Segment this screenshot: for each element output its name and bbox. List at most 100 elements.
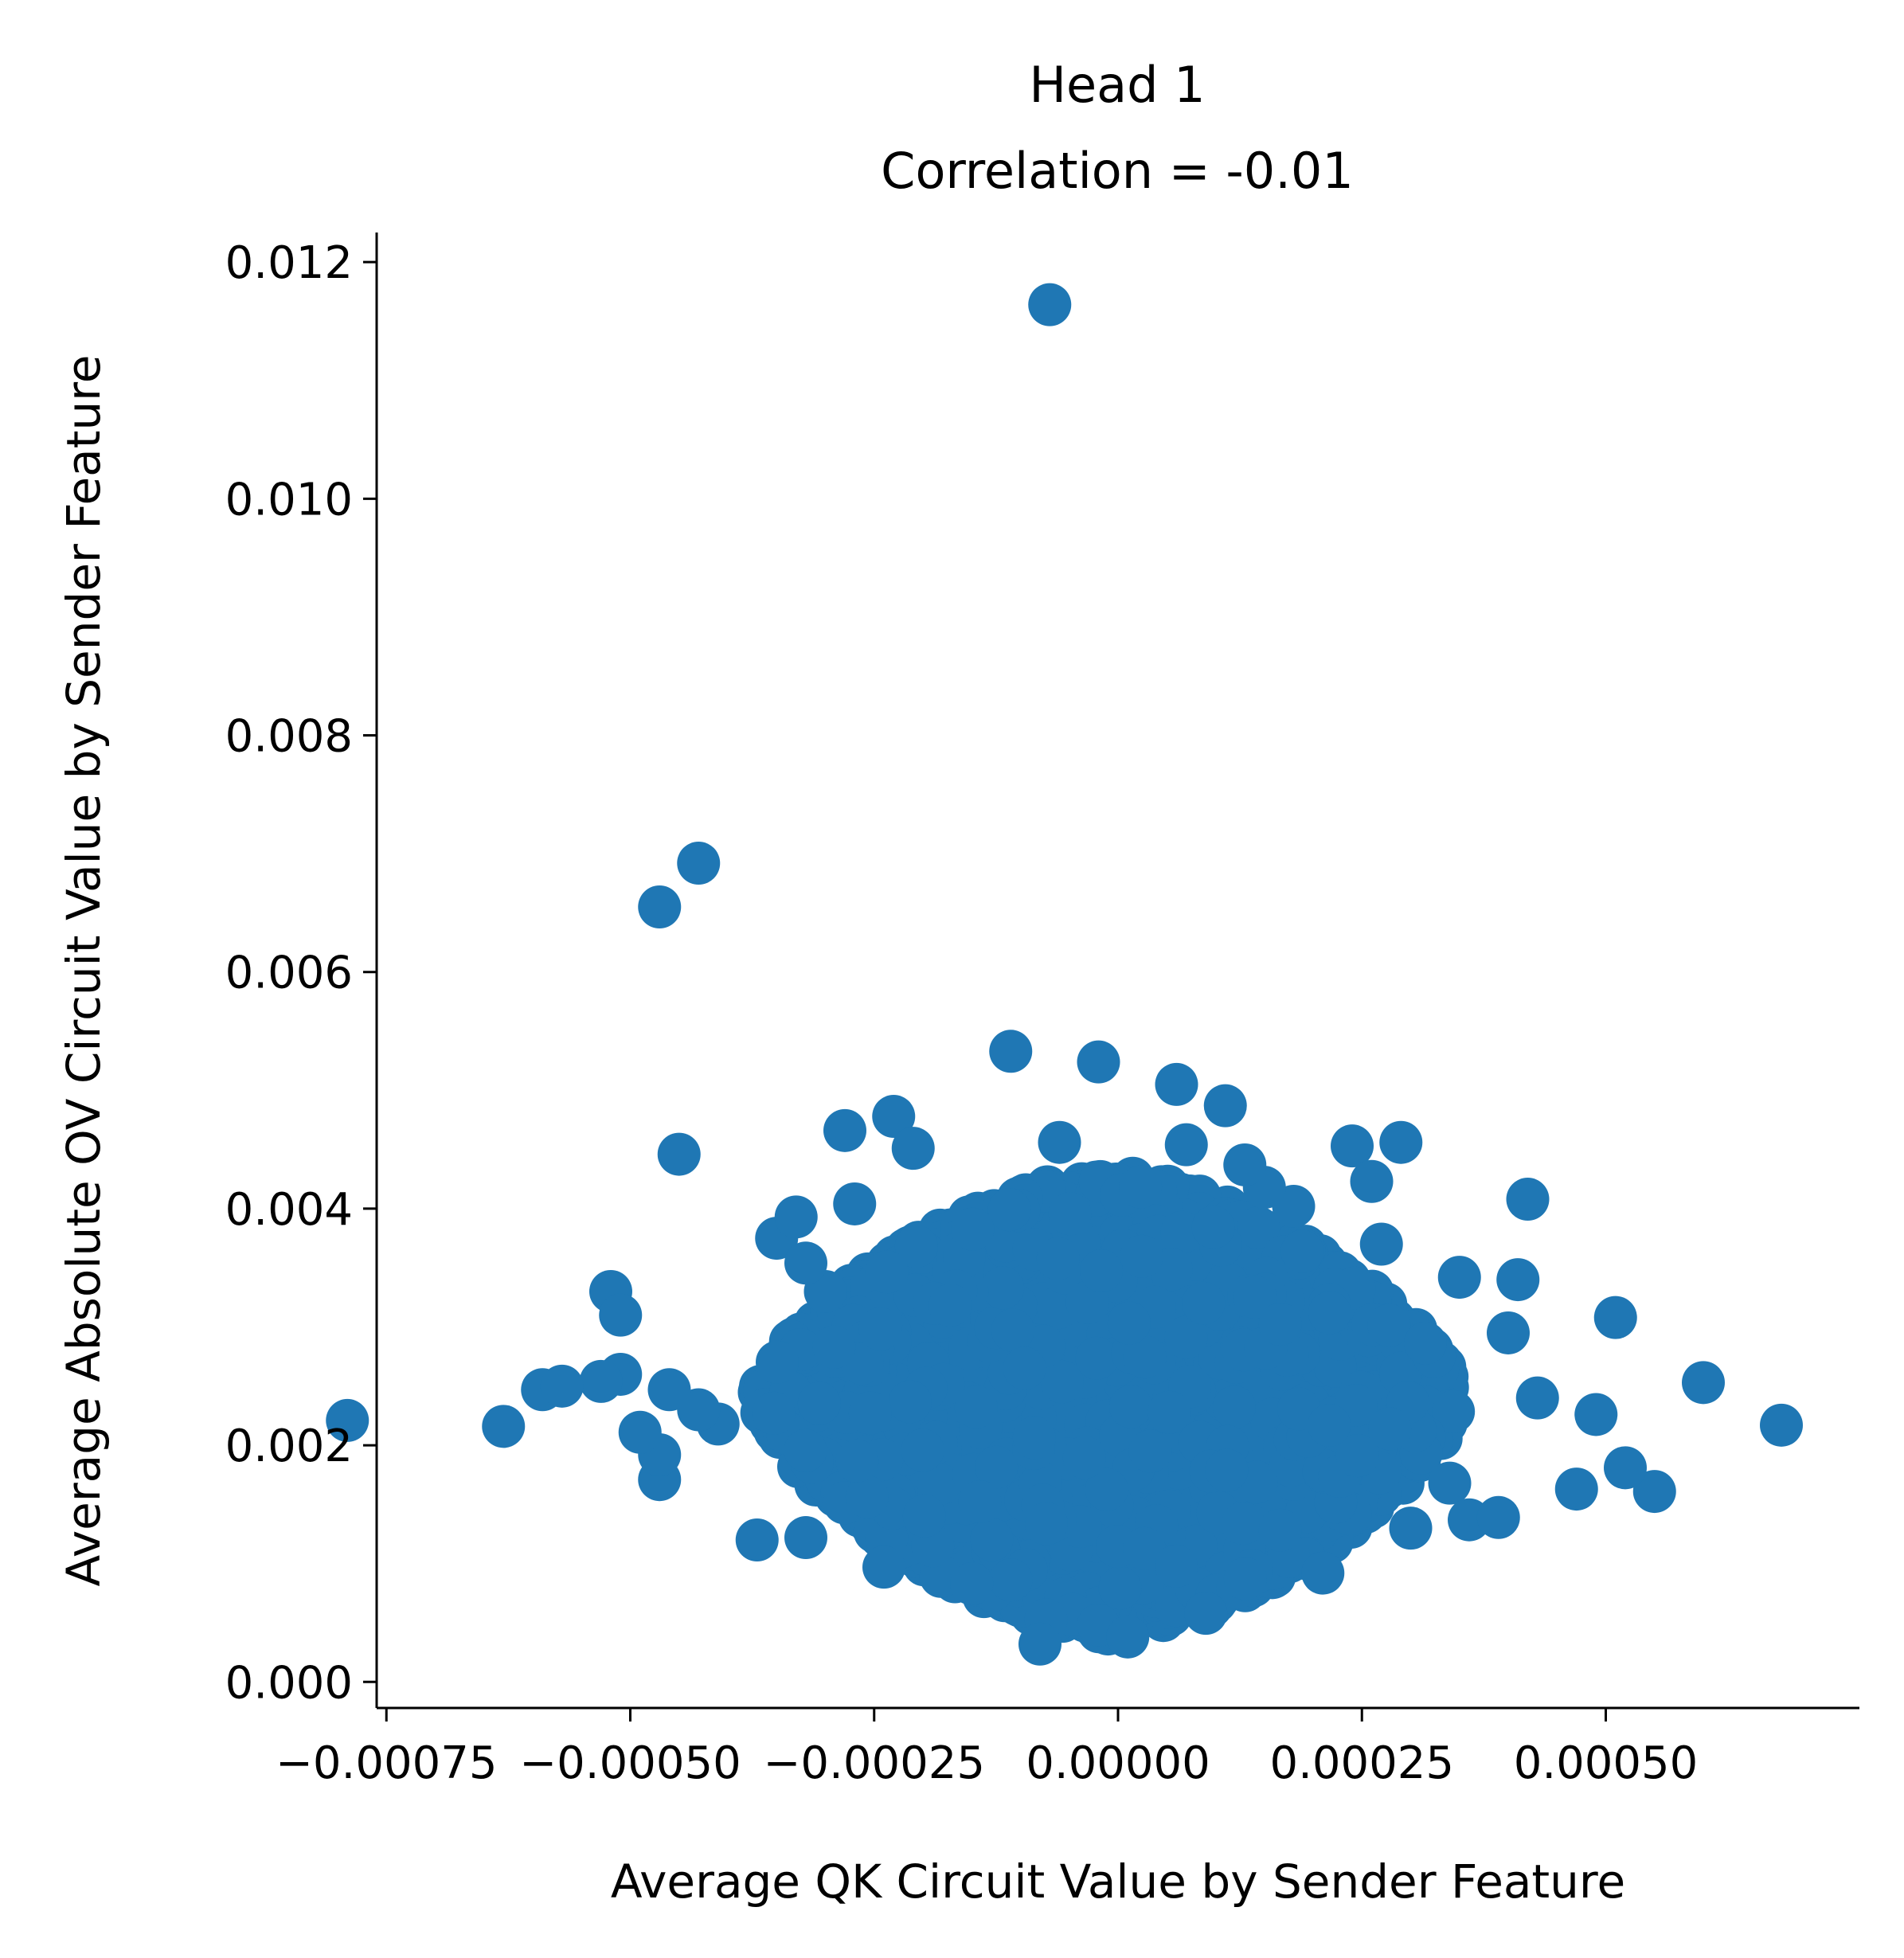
scatter-point [540,1364,584,1408]
cloud-point [1108,1385,1152,1428]
x-tick-label: −0.00025 [764,1737,986,1789]
cloud-point [1258,1508,1302,1552]
cloud-point [1036,1237,1080,1280]
x-tick-label: −0.00075 [276,1737,498,1789]
cloud-point [1123,1335,1167,1379]
x-tick-label: 0.00025 [1269,1737,1454,1789]
y-tick-label: 0.006 [225,948,353,999]
scatter-point [1077,1040,1120,1084]
cloud-point [1122,1526,1166,1570]
chart-title: Head 1 [1029,56,1205,114]
scatter-point [1028,283,1072,326]
cloud-point [1024,1502,1068,1546]
cloud-point [1119,1165,1163,1209]
y-tick-label: 0.008 [225,711,353,763]
point-cloud [737,1156,1476,1656]
scatter-point [618,1410,662,1454]
cloud-point [1098,1566,1142,1610]
cloud-point [1128,1429,1172,1473]
scatter-point [1506,1178,1550,1221]
cloud-point [1164,1315,1208,1359]
scatter-point [833,1182,877,1225]
scatter-point [647,1368,691,1412]
cloud-point [1182,1281,1226,1325]
scatter-point [1106,1615,1150,1659]
cloud-point [1367,1303,1411,1347]
cloud-point [784,1428,827,1472]
scatter-point [1164,1123,1208,1167]
cloud-point [1308,1403,1351,1447]
cloud-point [1432,1389,1476,1433]
cloud-point [1258,1303,1302,1346]
cloud-point [1403,1321,1447,1365]
scatter-point [657,1132,701,1176]
cloud-point [1233,1276,1277,1319]
cloud-point [1308,1291,1351,1335]
cloud-point [1212,1385,1256,1429]
y-ticks: 0.000 0.002 0.004 0.006 0.008 0.010 0.012 [225,237,377,1709]
scatter-point [1203,1084,1247,1128]
x-tick-label: 0.00050 [1514,1737,1699,1789]
cloud-point [865,1250,909,1294]
scatter-point [638,885,682,929]
cloud-point [1280,1229,1324,1273]
chart-subtitle: Correlation = -0.01 [881,142,1354,200]
cloud-point [902,1494,946,1538]
scatter-point [862,1546,905,1589]
cloud-point [987,1188,1031,1232]
cloud-point [1107,1301,1151,1345]
scatter-point [891,1127,935,1171]
cloud-point [1120,1234,1163,1278]
cloud-point [1222,1502,1265,1546]
scatter-point [1155,1062,1198,1106]
cloud-point [845,1475,889,1518]
x-tick-label: −0.00050 [519,1737,741,1789]
scatter-point [1038,1120,1081,1164]
cloud-point [1191,1206,1235,1249]
cloud-point [1335,1434,1379,1478]
cloud-point [1012,1416,1056,1460]
scatter-point [774,1195,818,1239]
y-tick-label: 0.002 [225,1421,353,1472]
cloud-point [991,1308,1034,1352]
cloud-point [797,1382,841,1425]
cloud-point [901,1428,944,1472]
x-ticks: −0.00075 −0.00050 −0.00025 0.00000 0.00025 0.… [276,1708,1698,1789]
cloud-point [1147,1390,1191,1434]
cloud-point [929,1284,972,1327]
cloud-point [1062,1436,1106,1479]
cloud-point [1048,1192,1092,1236]
scatter-point [1379,1120,1423,1164]
scatter-point [1301,1551,1345,1595]
cloud-point [894,1225,938,1268]
scatter-point [1574,1393,1618,1436]
scatter-point [579,1359,623,1403]
scatter-point [482,1405,526,1448]
scatter-point [1331,1124,1374,1168]
scatter-point [1554,1468,1598,1511]
scatter-point [677,842,721,885]
scatter-point [1223,1143,1267,1186]
scatter-point [326,1398,369,1442]
scatter-point [872,1095,916,1139]
scatter-point [1515,1376,1559,1420]
cloud-point [958,1480,1002,1524]
cloud-point [1155,1544,1198,1588]
cloud-point [1223,1557,1267,1600]
cloud-point [1368,1407,1412,1451]
scatter-point [1437,1256,1481,1299]
cloud-point [975,1445,1018,1489]
y-tick-label: 0.000 [225,1657,353,1709]
cloud-point [888,1380,932,1424]
scatter-point [1359,1222,1403,1266]
x-axis-label: Average QK Circuit Value by Sender Featu… [611,1854,1625,1909]
cloud-point [989,1558,1033,1602]
cloud-point [951,1207,995,1251]
cloud-point [812,1325,856,1369]
cloud-point [858,1307,902,1350]
scatter-point [1018,1622,1061,1666]
scatter-point [1632,1470,1676,1514]
cloud-point [954,1385,998,1429]
scatter-point [1428,1461,1472,1505]
